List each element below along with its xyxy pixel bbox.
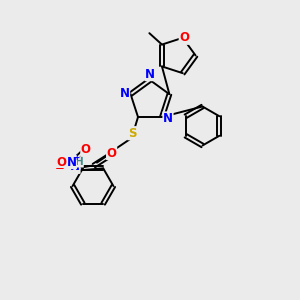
Text: H: H [74,157,83,167]
Text: N: N [163,112,173,125]
Text: N: N [70,160,80,173]
Text: O: O [106,146,117,160]
Text: −: − [55,162,65,176]
Text: O: O [81,143,91,156]
Text: N: N [120,87,130,100]
Text: N: N [145,68,155,81]
Text: O: O [179,31,189,44]
Text: +: + [73,153,79,162]
Text: N: N [66,155,76,169]
Text: S: S [128,127,136,140]
Text: O: O [56,156,66,169]
